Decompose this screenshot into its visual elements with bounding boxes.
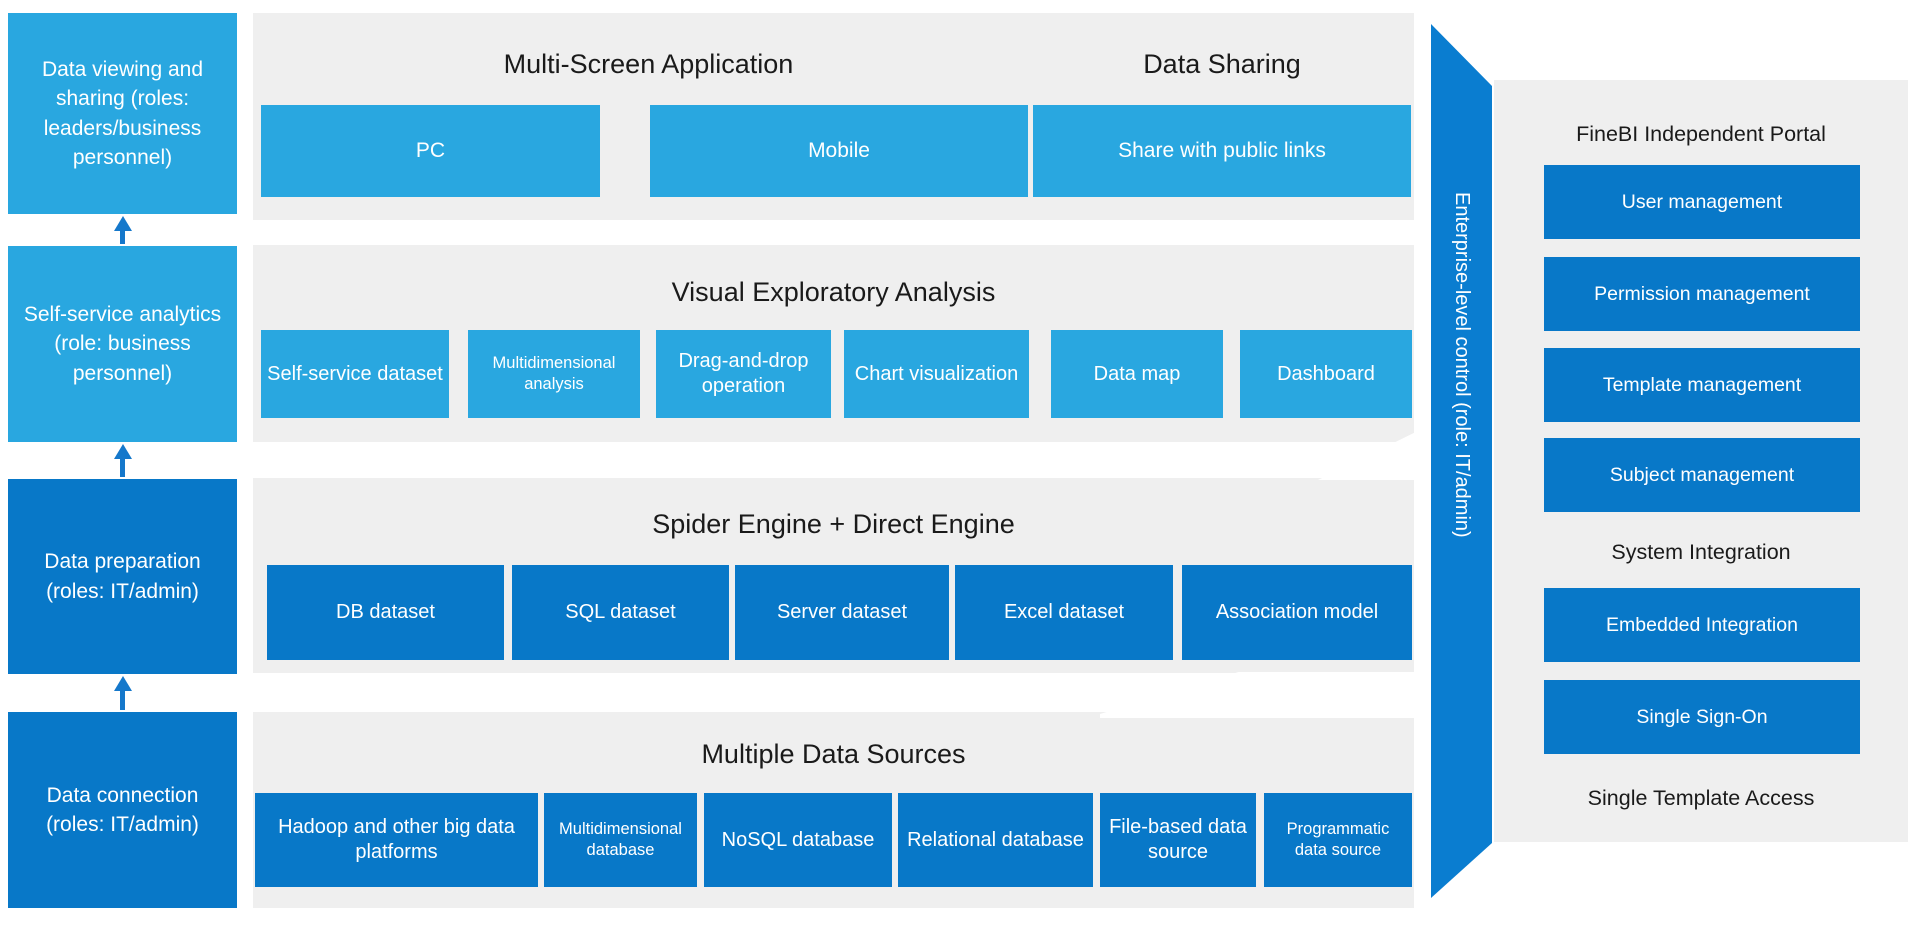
node-multidimensional-database: Multidimensional database (544, 793, 697, 887)
node-db-dataset: DB dataset (267, 565, 504, 660)
flow-box-data-viewing: Data viewing and sharing (roles: leaders… (8, 13, 237, 214)
node-relational-database: Relational database (898, 793, 1093, 887)
node-pc: PC (261, 105, 600, 197)
arrow-up-icon (113, 444, 132, 459)
band-visual-exploratory-analysis: Visual Exploratory Analysis Self-service… (253, 245, 1414, 442)
flow-box-data-preparation: Data preparation (roles: IT/admin) (8, 479, 237, 674)
node-single-sign-on: Single Sign-On (1544, 680, 1860, 754)
node-permission-management: Permission management (1544, 257, 1860, 331)
node-multidimensional-analysis: Multidimensional analysis (468, 330, 640, 418)
node-nosql-database: NoSQL database (704, 793, 892, 887)
node-hadoop-big-data: Hadoop and other big data platforms (255, 793, 538, 887)
node-sql-dataset: SQL dataset (512, 565, 729, 660)
single-template-access-title: Single Template Access (1587, 786, 1815, 810)
node-subject-management: Subject management (1544, 438, 1860, 512)
flow-arrow-up-3 (8, 676, 237, 710)
node-programmatic-data-source: Programmatic data source (1264, 793, 1412, 887)
section-title-multiple-data-sources: Multiple Data Sources (701, 739, 966, 769)
node-user-management: User management (1544, 165, 1860, 239)
node-association-model: Association model (1182, 565, 1412, 660)
node-dashboard: Dashboard (1240, 330, 1412, 418)
portal-title: FineBI Independent Portal (1576, 122, 1826, 146)
band-multi-screen-application: Multi-Screen Application Data Sharing PC… (253, 13, 1414, 220)
node-share-public-links: Share with public links (1033, 105, 1411, 197)
section-title-multi-screen-application: Multi-Screen Application (503, 49, 794, 79)
node-file-based-data-source: File-based data source (1100, 793, 1256, 887)
section-title-data-sharing: Data Sharing (1143, 49, 1301, 79)
finebi-portal-panel: FineBI Independent Portal User managemen… (1494, 80, 1908, 842)
node-template-management: Template management (1544, 348, 1860, 422)
section-title-visual-exploratory-analysis: Visual Exploratory Analysis (671, 277, 996, 307)
band-multiple-data-sources: Multiple Data Sources Hadoop and other b… (253, 712, 1414, 908)
node-mobile: Mobile (650, 105, 1028, 197)
arrow-up-icon (113, 216, 132, 231)
arrow-up-icon (113, 676, 132, 691)
flow-box-self-service-analytics: Self-service analytics (role: business p… (8, 246, 237, 442)
node-chart-visualization: Chart visualization (844, 330, 1029, 418)
flow-arrow-up-2 (8, 444, 237, 477)
node-excel-dataset: Excel dataset (955, 565, 1173, 660)
section-title-spider-engine: Spider Engine + Direct Engine (652, 509, 1015, 539)
integration-title: System Integration (1611, 540, 1791, 564)
node-server-dataset: Server dataset (735, 565, 949, 660)
node-drag-and-drop-operation: Drag-and-drop operation (656, 330, 831, 418)
band-spider-engine: Spider Engine + Direct Engine DB dataset… (253, 478, 1414, 673)
enterprise-control-banner: Enterprise-level control (role: IT/admin… (1431, 24, 1492, 898)
node-self-service-dataset: Self-service dataset (261, 330, 449, 418)
enterprise-control-label: Enterprise-level control (role: IT/admin… (1451, 192, 1473, 538)
node-embedded-integration: Embedded Integration (1544, 588, 1860, 662)
flow-arrow-up-1 (8, 216, 237, 244)
flow-box-data-connection: Data connection (roles: IT/admin) (8, 712, 237, 908)
node-data-map: Data map (1051, 330, 1223, 418)
diagonal-slash-decoration (1100, 672, 1430, 718)
